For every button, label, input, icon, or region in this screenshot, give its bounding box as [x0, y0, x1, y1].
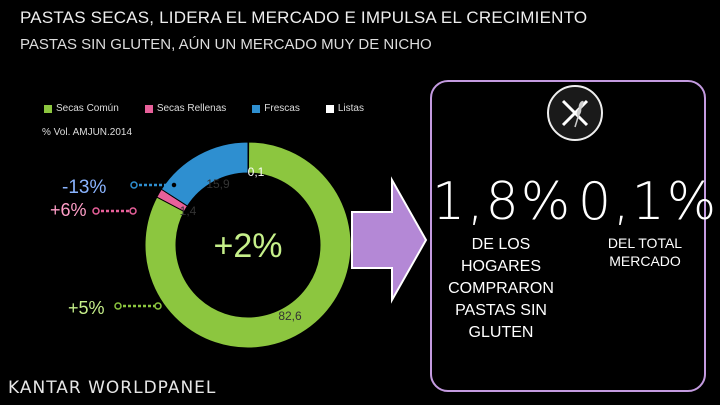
households-description: DE LOS HOGARES COMPRARON PASTAS SIN GLUT… — [436, 234, 566, 344]
market-percentage: 0,1% — [578, 172, 719, 232]
households-line: GLUTEN — [468, 324, 534, 341]
donut-slice-frescas — [160, 141, 249, 207]
legend-swatch-frescas — [252, 104, 261, 113]
measure-label: % Vol. AMJUN.2014 — [42, 127, 133, 138]
connector-secas-rellenas-dot — [129, 207, 137, 215]
legend-item-frescas: Frescas — [252, 103, 300, 114]
legend-label-secas-comun: Secas Común — [56, 103, 119, 114]
legend-swatch-secas-comun — [44, 104, 52, 113]
households-line: COMPRARON — [448, 280, 554, 297]
callout-box — [430, 80, 706, 392]
center-label: +2% — [214, 227, 283, 265]
households-line: DE LOS — [471, 236, 531, 253]
donut-slice-secas-comun — [144, 141, 352, 349]
connector-secas-comun-dot — [114, 302, 122, 310]
legend-item-secas-rellenas: Secas Rellenas — [144, 103, 227, 114]
market-description: DEL TOTAL MERCADO — [590, 234, 700, 270]
legend-item-secas-comun: Secas Común — [44, 103, 119, 114]
change-secas-rellenas: +6% — [50, 200, 87, 220]
legend-label-secas-rellenas: Secas Rellenas — [156, 103, 227, 114]
data-label-secas-comun: 82,6 — [278, 309, 302, 323]
chart-legend: Secas Común Secas Rellenas Frescas Lista… — [44, 103, 364, 114]
change-frescas: -13% — [62, 177, 107, 198]
connector-frescas-dot — [130, 181, 138, 189]
kantar-logo: KANTAR WORLDPANEL — [8, 378, 217, 398]
legend-label-listas: Listas — [337, 103, 364, 114]
data-label-secas-rellenas: 1,4 — [180, 204, 197, 218]
page-subtitle: PASTAS SIN GLUTEN, AÚN UN MERCADO MUY DE… — [20, 36, 432, 53]
arrow-icon — [351, 176, 428, 304]
data-label-listas: 0,1 — [248, 165, 265, 179]
page-title: PASTAS SECAS, LIDERA EL MERCADO E IMPULS… — [20, 8, 588, 27]
connector-secas-rellenas-dot — [92, 207, 100, 215]
legend-label-frescas: Frescas — [264, 103, 300, 114]
households-percentage: 1,8% — [432, 172, 573, 232]
connector-secas-comun-dot — [154, 302, 162, 310]
legend-swatch-secas-rellenas — [144, 104, 153, 113]
market-line: DEL TOTAL — [607, 235, 683, 251]
gluten-free-icon — [547, 85, 603, 141]
legend-swatch-listas — [325, 104, 334, 113]
households-line: HOGARES — [460, 258, 541, 275]
market-line: MERCADO — [609, 253, 681, 269]
change-secas-comun: +5% — [68, 298, 105, 318]
legend-item-listas: Listas — [325, 103, 364, 114]
households-line: PASTAS SIN — [455, 302, 547, 319]
connector-frescas-dot — [170, 181, 178, 189]
data-label-frescas: 15,9 — [206, 177, 230, 191]
